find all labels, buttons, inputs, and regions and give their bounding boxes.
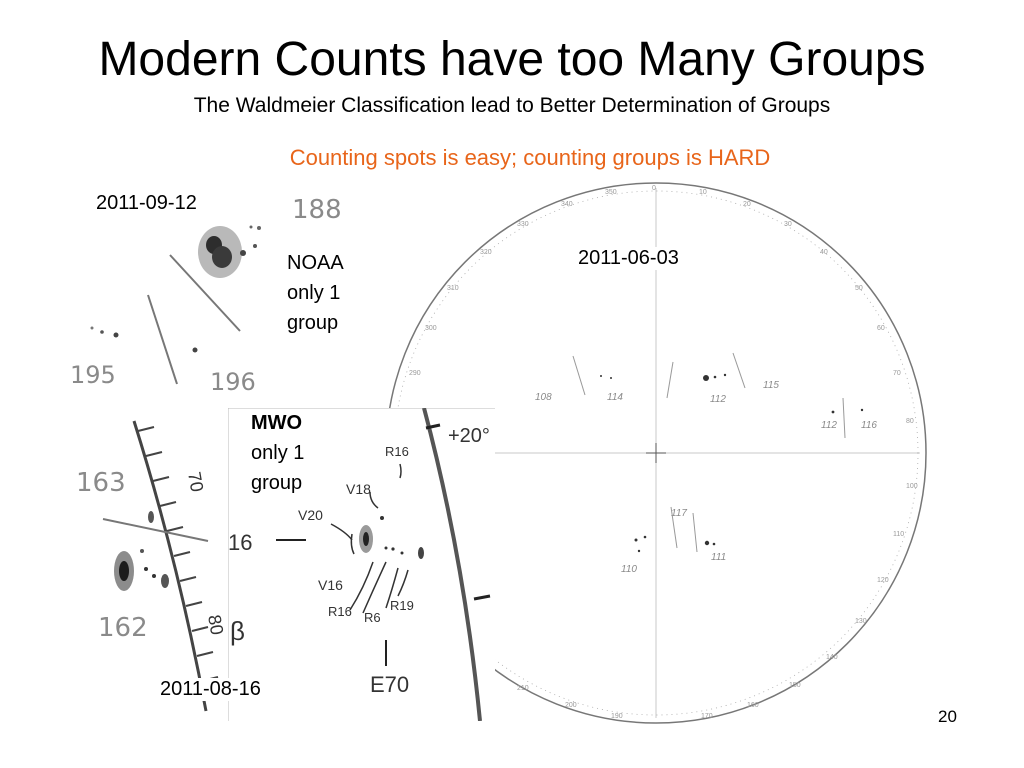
sketch-label: R6 bbox=[364, 610, 381, 625]
svg-text:70: 70 bbox=[893, 370, 901, 377]
slide-subtitle: The Waldmeier Classification lead to Bet… bbox=[193, 94, 831, 117]
slide-tagline: Counting spots is easy; counting groups … bbox=[289, 145, 771, 170]
svg-text:330: 330 bbox=[517, 221, 529, 228]
group-label: 112 bbox=[710, 394, 726, 405]
svg-text:60: 60 bbox=[877, 325, 885, 332]
svg-text:170: 170 bbox=[701, 713, 713, 720]
svg-text:290: 290 bbox=[409, 370, 421, 377]
sketch-label: +20° bbox=[448, 425, 490, 447]
sketch-label: E70 bbox=[370, 672, 409, 697]
svg-text:120: 120 bbox=[877, 577, 889, 584]
group-label: 115 bbox=[763, 380, 779, 391]
svg-text:40: 40 bbox=[820, 249, 828, 256]
svg-text:50: 50 bbox=[855, 285, 863, 292]
sketch-label: β bbox=[230, 616, 245, 646]
date-label-2011-09-12: 2011-09-12 bbox=[96, 192, 197, 215]
note-mwo-line3: group bbox=[251, 472, 303, 494]
sketch-label: R16 bbox=[328, 604, 352, 619]
sketch-2011-08-16: 163 162 70 80 bbox=[58, 411, 228, 721]
sketch-label: R19 bbox=[390, 598, 414, 613]
svg-text:350: 350 bbox=[605, 189, 617, 196]
note-noaa-line1: NOAA bbox=[287, 252, 344, 274]
group-label: 110 bbox=[621, 564, 637, 575]
sketch-label: 80 bbox=[204, 613, 227, 636]
note-mwo: MWO only 1 group bbox=[251, 408, 304, 498]
note-mwo-line2: only 1 bbox=[251, 442, 305, 464]
note-noaa: NOAA only 1 group bbox=[287, 248, 344, 338]
group-label: 114 bbox=[607, 392, 623, 403]
sketch-label: 188 bbox=[292, 195, 342, 225]
date-label-2011-06-03: 2011-06-03 bbox=[578, 247, 679, 270]
note-noaa-line2: only 1 bbox=[287, 282, 341, 304]
svg-text:150: 150 bbox=[789, 682, 801, 689]
svg-text:160: 160 bbox=[747, 702, 759, 709]
svg-text:210: 210 bbox=[517, 685, 529, 692]
date-label-2011-08-16: 2011-08-16 bbox=[158, 678, 263, 701]
slide-title: Modern Counts have too Many Groups bbox=[98, 33, 926, 86]
sketch-mwo: +20° 16 V20 V18 R16 V16 R16 R6 R19 E70 β bbox=[228, 408, 495, 721]
svg-text:130: 130 bbox=[855, 618, 867, 625]
svg-text:310: 310 bbox=[447, 285, 459, 292]
svg-text:140: 140 bbox=[826, 654, 838, 661]
note-mwo-line1: MWO bbox=[251, 412, 303, 434]
group-label: 108 bbox=[535, 392, 552, 403]
sketch-label: V16 bbox=[318, 577, 343, 593]
svg-text:10: 10 bbox=[699, 189, 707, 196]
svg-text:320: 320 bbox=[480, 249, 492, 256]
svg-text:100: 100 bbox=[906, 483, 918, 490]
group-label: 116 bbox=[861, 420, 877, 431]
group-label: 111 bbox=[711, 552, 726, 563]
group-label: 112 bbox=[821, 420, 837, 431]
svg-text:300: 300 bbox=[425, 325, 437, 332]
svg-text:0: 0 bbox=[652, 185, 656, 192]
svg-text:340: 340 bbox=[561, 201, 573, 208]
note-noaa-line3: group bbox=[287, 312, 339, 334]
sketch-2011-09-12: 188 195 196 bbox=[62, 185, 372, 407]
svg-text:80: 80 bbox=[906, 418, 914, 425]
sketch-label: 70 bbox=[184, 470, 207, 493]
sketch-label: R16 bbox=[385, 444, 409, 459]
svg-text:190: 190 bbox=[611, 713, 623, 720]
sketch-label: 196 bbox=[210, 368, 256, 396]
sketch-label: V18 bbox=[346, 481, 371, 497]
page-number: 20 bbox=[938, 707, 957, 726]
sketch-label: 163 bbox=[76, 468, 126, 498]
sketch-label: 162 bbox=[98, 613, 148, 643]
sketch-label: V20 bbox=[298, 507, 323, 523]
svg-text:20: 20 bbox=[743, 201, 751, 208]
svg-text:30: 30 bbox=[784, 221, 792, 228]
group-label: 117 bbox=[671, 508, 687, 519]
svg-text:110: 110 bbox=[893, 531, 904, 538]
svg-text:200: 200 bbox=[565, 702, 577, 709]
sketch-label: 195 bbox=[70, 361, 116, 389]
sketch-label: 16 bbox=[228, 530, 252, 555]
